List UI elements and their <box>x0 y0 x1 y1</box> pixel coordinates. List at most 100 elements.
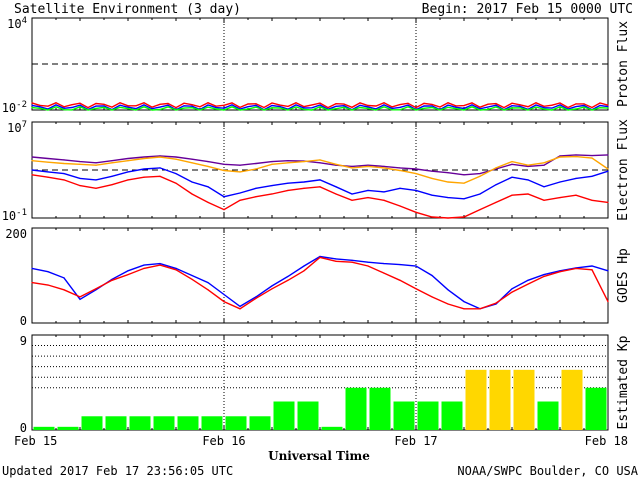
proton-series-green-point <box>559 106 561 108</box>
kp-bar <box>417 401 439 430</box>
electron-series-red-point <box>111 184 113 186</box>
kp-bar <box>153 416 175 430</box>
y-axis-label: Proton Flux <box>616 21 631 107</box>
hp-series-red-point <box>159 264 161 266</box>
electron-series-red-point <box>143 176 145 178</box>
proton-series-blue-point <box>167 104 169 106</box>
proton-series-blue-point <box>519 105 521 107</box>
proton-series-blue-point <box>279 105 281 108</box>
proton-series-red-point <box>415 107 417 109</box>
proton-series-red-point <box>439 106 441 108</box>
proton-series-green-point <box>359 106 361 109</box>
electron-series-red-point <box>495 201 497 203</box>
proton-series-blue-point <box>463 107 465 110</box>
kp-bar <box>273 401 295 430</box>
proton-series-green-point <box>215 108 217 110</box>
proton-series-red-point <box>231 102 233 104</box>
proton-series-blue-point <box>423 105 425 107</box>
electron-series-orange-point <box>191 162 193 164</box>
kp-bar <box>297 401 319 430</box>
y-tick-label: 0 <box>20 314 27 328</box>
electron-series-orange-point <box>335 163 337 165</box>
electron-series-red-point <box>303 187 305 189</box>
proton-series-red-point <box>151 106 153 108</box>
electron-series-orange-point <box>159 156 161 158</box>
proton-series-blue-point <box>479 108 481 110</box>
electron-series-red-point <box>95 187 97 189</box>
electron-series-orange-point <box>79 163 81 165</box>
proton-series-blue-point <box>407 104 409 106</box>
proton-series-blue-point <box>311 107 313 109</box>
proton-series-red-point <box>263 106 265 109</box>
proton-series-green-point <box>271 107 273 109</box>
hp-series-blue-point <box>463 301 465 303</box>
proton-series-green-point <box>407 106 409 108</box>
proton-series-red-point <box>39 104 41 106</box>
proton-series-green-point <box>567 109 569 111</box>
proton-series-green-point <box>87 109 89 111</box>
proton-series-blue-point <box>215 106 217 109</box>
proton-series-red-point <box>95 102 97 105</box>
proton-series-red-point <box>519 104 521 106</box>
proton-series-green-point <box>607 107 609 109</box>
proton-series-green-point <box>247 108 249 110</box>
electron-series-orange-point <box>351 167 353 169</box>
hp-series-red-point <box>207 289 209 291</box>
electron-series-red-point <box>367 197 369 199</box>
proton-series-blue-point <box>143 104 145 106</box>
proton-series-green-point <box>351 109 353 111</box>
electron-series-red-point <box>287 189 289 191</box>
proton-series-red-point <box>119 102 121 104</box>
proton-series-green-point <box>31 106 33 109</box>
electron-series-orange-point <box>319 159 321 161</box>
proton-series-green-point <box>167 106 169 108</box>
proton-series-blue-point <box>191 105 193 107</box>
proton-series-red-point <box>55 102 57 104</box>
hp-series-blue-point <box>47 271 49 273</box>
proton-series-blue-point <box>535 104 537 106</box>
electron-series-orange-point <box>591 157 593 159</box>
proton-series-red-point <box>407 102 409 104</box>
hp-series-red-point <box>415 288 417 290</box>
proton-series-red-point <box>431 103 433 106</box>
electron-series-orange-point <box>383 167 385 169</box>
electron-series-orange-point <box>111 162 113 164</box>
proton-series-blue-point <box>207 104 209 106</box>
proton-series-blue-point <box>583 104 585 107</box>
proton-series-green-point <box>599 107 601 109</box>
electron-series-orange-point <box>255 168 257 170</box>
hp-series-blue-point <box>175 267 177 269</box>
proton-series-green-point <box>239 109 241 111</box>
proton-series-red-point <box>335 103 337 105</box>
hp-series-red-point <box>527 283 529 285</box>
hp-series-red-point <box>559 271 561 273</box>
electron-series-red <box>31 174 609 219</box>
electron-series-purple-point <box>543 164 545 166</box>
hp-series-red-point <box>31 282 33 284</box>
kp-bar <box>513 369 535 430</box>
proton-series-green-point <box>95 107 97 110</box>
electron-series-blue-point <box>367 189 369 191</box>
proton-series-blue-point <box>135 108 137 110</box>
proton-series-blue-point <box>119 104 121 106</box>
electron-series-red-point <box>511 194 513 196</box>
kp-bar <box>129 416 151 430</box>
kp-bar <box>465 369 487 430</box>
electron-series-orange-point <box>47 161 49 163</box>
electron-series-purple-point <box>127 157 129 160</box>
electron-series-purple-point <box>319 162 321 164</box>
electron-series-orange-point <box>207 165 209 167</box>
electron-series-purple-point <box>431 170 433 172</box>
hp-series-blue-point <box>591 265 593 267</box>
proton-series-blue-point <box>383 104 385 106</box>
proton-series-red-point <box>607 104 609 106</box>
hp-series-red-point <box>223 301 225 303</box>
electron-series-red-point <box>79 185 81 187</box>
proton-series-blue-point <box>607 106 609 108</box>
proton-series-blue-point <box>159 106 161 108</box>
proton-series-red-point <box>327 106 329 109</box>
electron-series-red-point <box>63 179 65 181</box>
proton-series-green-point <box>463 109 465 111</box>
proton-series-red-point <box>111 106 113 108</box>
hp-series-red-point <box>175 269 177 271</box>
